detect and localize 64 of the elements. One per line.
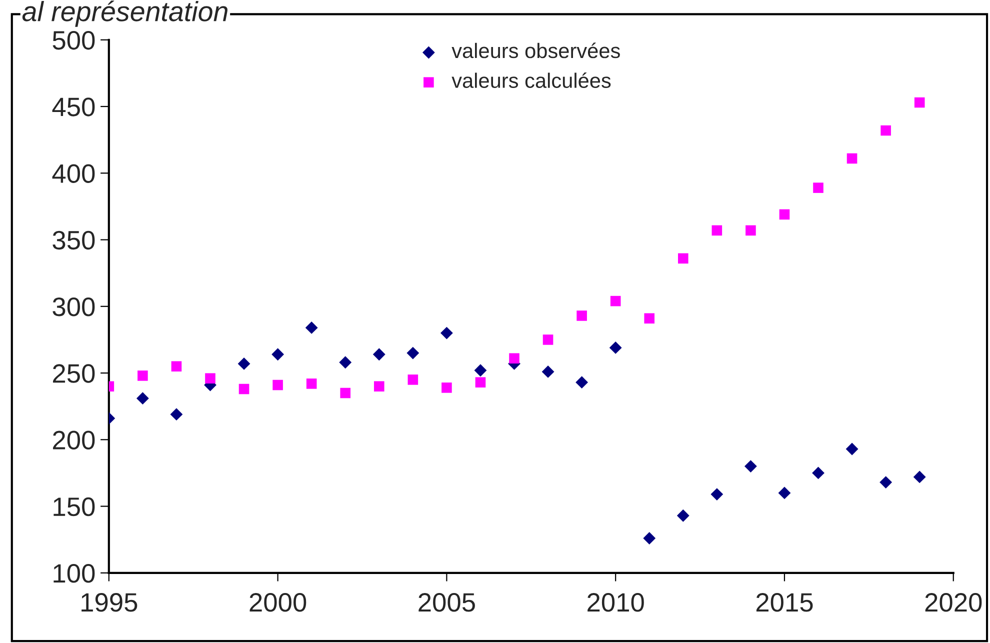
point: [440, 326, 453, 340]
point: [372, 348, 386, 361]
y-tick-label: 350: [52, 230, 95, 250]
point: [306, 378, 317, 389]
point: [171, 361, 182, 372]
point: [272, 380, 283, 390]
point: [238, 384, 250, 394]
y-tick-label: 100: [54, 564, 95, 583]
point: [374, 381, 384, 392]
point: [913, 470, 926, 484]
point: [406, 346, 420, 360]
point: [812, 466, 824, 480]
point: [170, 408, 183, 421]
point: [779, 209, 790, 220]
point: [813, 182, 824, 193]
point: [136, 392, 149, 405]
point: [644, 313, 655, 324]
x-tick-label: 2020: [925, 593, 982, 612]
y-tick-label: 250: [53, 364, 95, 383]
x-tick-label: 2010: [588, 593, 644, 612]
point: [643, 532, 656, 544]
y-tick-label: 150: [54, 497, 95, 516]
point: [138, 370, 148, 381]
point: [339, 356, 352, 369]
point: [610, 296, 621, 306]
point: [475, 377, 486, 388]
x-tick-label: 2000: [250, 593, 306, 612]
point: [442, 382, 452, 393]
point: [205, 373, 216, 384]
x-tick-label: 1995: [82, 593, 138, 612]
y-tick-label: 450: [52, 98, 95, 116]
x-tick-label: 2005: [418, 593, 475, 612]
point: [509, 353, 520, 364]
point: [880, 125, 891, 136]
point: [609, 341, 622, 354]
legend-label: valeurs calculées: [452, 72, 611, 88]
point: [238, 357, 250, 370]
y-tick-label: 200: [53, 430, 95, 450]
point: [542, 334, 554, 345]
point: [710, 488, 724, 500]
point: [712, 225, 722, 236]
legend-label: valeurs observées: [452, 42, 620, 58]
point: [880, 476, 892, 489]
point: [474, 364, 487, 377]
point: [744, 460, 757, 473]
point: [542, 365, 554, 378]
chart-title: al représentation: [22, 0, 228, 27]
point: [408, 374, 418, 385]
point: [846, 153, 858, 164]
point: [778, 486, 791, 500]
point: [678, 253, 688, 264]
point: [746, 225, 756, 236]
point: [272, 348, 284, 361]
point: [576, 310, 587, 321]
point: [576, 376, 588, 389]
y-tick-label: 300: [52, 298, 95, 316]
point: [914, 97, 925, 108]
x-tick-label: 2015: [756, 593, 813, 612]
point: [340, 388, 350, 398]
point: [676, 509, 690, 522]
point: [305, 322, 318, 334]
y-tick-label: 400: [52, 164, 95, 183]
point: [846, 442, 858, 456]
y-tick-label: 500: [52, 31, 95, 50]
